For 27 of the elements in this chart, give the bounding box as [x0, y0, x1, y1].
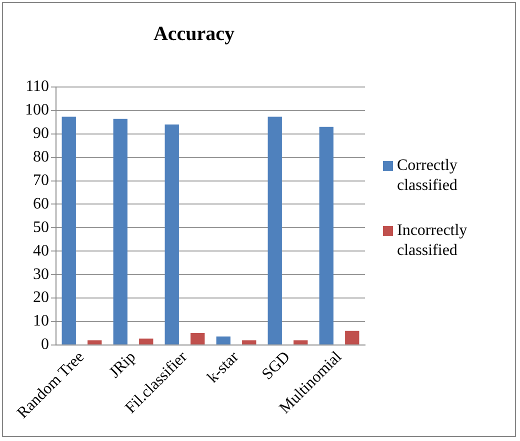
bar: [164, 124, 179, 344]
bar: [268, 116, 282, 344]
y-tick-label: 40: [33, 242, 49, 260]
y-tick-label: 30: [33, 266, 49, 283]
y-tick-label: 10: [33, 312, 49, 330]
y-tick-label: 0: [41, 336, 49, 354]
y-tick-label: 70: [33, 172, 49, 189]
bar: [319, 126, 334, 344]
legend-label: Incorrectly classified: [397, 222, 468, 260]
y-tick-label: 60: [33, 195, 49, 212]
y-tick-label: 90: [33, 125, 49, 142]
legend-label: Correctly classified: [397, 157, 458, 194]
bar: [216, 336, 230, 344]
chart-title: Accuracy: [153, 23, 235, 46]
bar: [139, 338, 154, 344]
bar: [113, 118, 128, 344]
y-tick-label: 50: [33, 218, 49, 236]
y-tick-label: 80: [33, 148, 49, 166]
bar: [62, 116, 76, 344]
y-tick-label: 110: [26, 78, 49, 96]
bar: [242, 340, 256, 344]
y-tick-label: 20: [33, 289, 49, 306]
bar: [190, 332, 205, 344]
bar: [88, 340, 102, 344]
bar: [294, 340, 308, 344]
bar: [345, 330, 360, 344]
y-tick-label: 100: [25, 102, 49, 119]
